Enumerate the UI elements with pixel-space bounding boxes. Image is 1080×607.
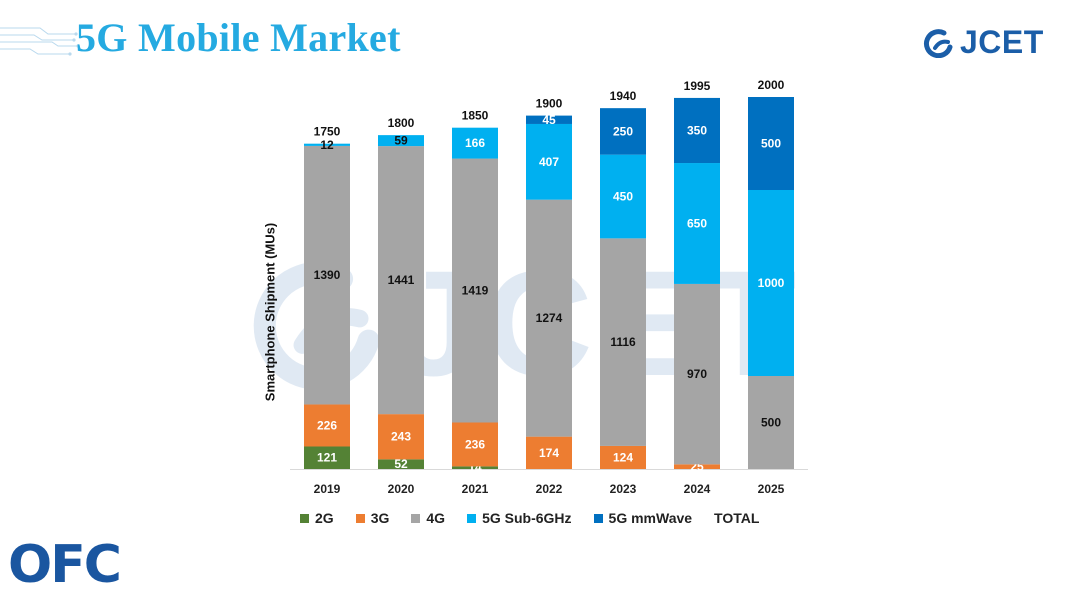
bar-segment [304,145,350,405]
data-label: 124 [613,450,633,464]
legend-item-5g-mmwave: 5G mmWave [593,510,693,526]
data-label: 450 [613,190,633,204]
jcet-logo-text: JCET [960,24,1044,60]
data-label: 407 [539,155,559,169]
data-label: 350 [687,123,707,137]
bar-segment [452,466,498,469]
total-label: 1850 [462,109,489,123]
jcet-swirl-icon [923,28,953,58]
bar-segment [674,97,720,164]
legend-item-4g: 4G [411,510,445,526]
legend-swatch-2g [300,513,309,523]
data-label: 250 [613,124,633,138]
x-tick-label: 2020 [388,482,415,496]
data-label: 500 [761,416,781,430]
bar-segment [452,158,498,423]
bar-segment [304,446,350,469]
data-label: 650 [687,216,707,230]
bar-segment [526,436,572,469]
data-label: 59 [394,134,408,148]
data-label: 52 [394,457,408,471]
legend-swatch-3g [355,513,365,523]
data-label: 500 [761,137,781,151]
bar-segment [452,422,498,467]
data-label: 226 [317,418,337,432]
total-label: 2000 [758,78,785,92]
bar-segment [748,190,794,376]
legend-label-3g: 3G [370,510,390,526]
bar-segment [600,238,646,446]
total-label: 1750 [314,125,341,139]
jcet-logo: JCET [922,24,1044,61]
bar-segment [674,283,720,465]
bar-segment [304,404,350,447]
data-label: 1419 [462,284,489,298]
bar-segment [378,146,424,415]
bar-segment [304,143,350,146]
x-tick-label: 2023 [610,482,637,496]
legend-swatch-4g [411,513,421,523]
bar-segment [748,376,794,469]
ofc-logo: OFC [8,535,122,595]
total-label: 1800 [388,116,415,130]
data-label: 121 [317,451,337,465]
bar-segment [674,464,720,469]
data-label: 1116 [610,335,636,349]
bar-segment [600,108,646,155]
data-label: 166 [465,136,485,150]
legend-label-2g: 2G [315,510,334,526]
bar-segment [526,123,572,200]
bar-segment [378,414,424,460]
legend-label-total: TOTAL [714,510,760,526]
legend-label-5g-mmwave: 5G mmWave [608,510,693,526]
bar-segment [600,445,646,469]
y-axis-label: Smartphone Shipment (MUs) [262,222,278,402]
page-title: 5G Mobile Market [76,15,401,60]
data-label: 45 [542,113,556,127]
circuit-lines-icon [0,27,80,56]
data-label: 243 [391,430,411,444]
bar-segment [748,97,794,190]
legend-swatch-5g-mmwave [593,513,603,523]
x-tick-label: 2021 [462,482,489,496]
total-label: 1940 [610,89,637,103]
data-label: 1390 [314,268,341,282]
legend-item-3g: 3G [355,510,390,526]
legend-label-4g: 4G [426,510,446,526]
x-tick-label: 2025 [758,482,785,496]
data-label: 970 [687,367,707,381]
data-label: 236 [465,437,485,451]
data-label: 1000 [758,276,785,290]
bar-segment [526,199,572,437]
bar-segment [600,154,646,239]
total-label: 1995 [684,79,711,93]
legend-item-2g: 2G [300,510,334,526]
data-label: 1274 [536,311,563,325]
chart-legend: 2G 3G 4G 5G Sub-6GHz 5G mmWave TOTAL [300,510,759,526]
legend-item-total: TOTAL [714,510,759,526]
x-tick-label: 2022 [536,482,563,496]
bar-segment [378,135,424,147]
bar-segment [378,459,424,469]
data-label: 1441 [388,273,415,287]
legend-label-5g-sub6: 5G Sub-6GHz [482,510,572,526]
total-label: 1900 [536,97,563,111]
x-tick-label: 2019 [314,482,341,496]
data-label: 12 [320,138,334,152]
bar-segment [526,115,572,124]
x-tick-label: 2024 [684,482,711,496]
data-label: 174 [539,446,559,460]
bar-segment [674,163,720,284]
bar-segment [452,127,498,159]
legend-swatch-5g-sub6 [467,513,477,523]
legend-item-5g-sub6: 5G Sub-6GHz [467,510,572,526]
